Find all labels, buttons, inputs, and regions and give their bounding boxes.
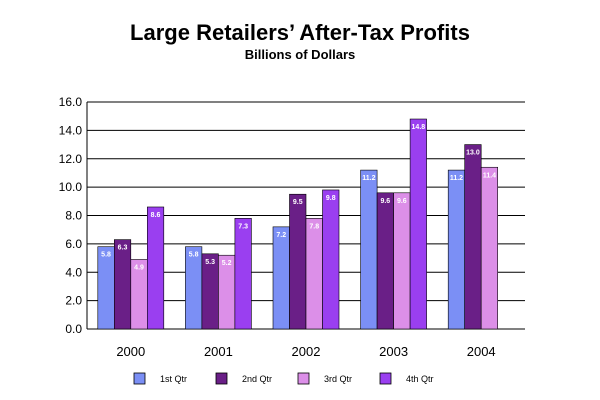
x-tick-label: 2002 — [292, 344, 321, 359]
data-label: 11.4 — [483, 172, 496, 179]
y-tick-label: 10.0 — [59, 180, 83, 194]
data-label: 9.6 — [397, 198, 407, 205]
x-tick-label: 2003 — [379, 344, 408, 359]
data-label: 6.3 — [118, 245, 128, 252]
y-tick-label: 0.0 — [65, 322, 82, 336]
data-label: 9.8 — [326, 195, 336, 202]
bar — [305, 218, 323, 330]
data-label: 7.8 — [309, 223, 319, 230]
legend-swatch — [297, 372, 310, 385]
y-tick-label: 2.0 — [65, 294, 82, 308]
data-label: 4.9 — [134, 264, 144, 271]
bar — [376, 192, 394, 330]
y-tick-label: 6.0 — [65, 237, 82, 251]
legend-label: 2nd Qtr — [242, 374, 272, 384]
legend-label: 3rd Qtr — [324, 374, 352, 384]
data-label: 7.3 — [238, 223, 248, 230]
bar — [114, 239, 132, 330]
data-label: 8.6 — [151, 212, 161, 219]
bar — [185, 246, 203, 330]
x-tick-label: 2004 — [467, 344, 496, 359]
bar — [97, 246, 115, 330]
legend-label: 4th Qtr — [406, 374, 434, 384]
data-label: 13.0 — [466, 150, 480, 157]
legend-swatch — [133, 372, 146, 385]
data-label: 5.3 — [205, 259, 215, 266]
y-tick-label: 8.0 — [65, 209, 82, 223]
bar — [322, 189, 340, 330]
chart-title: Large Retailers’ After-Tax Profits — [130, 20, 470, 45]
data-label: 5.8 — [101, 252, 111, 259]
bar — [360, 169, 378, 330]
x-tick-label: 2001 — [204, 344, 233, 359]
bar — [289, 193, 307, 330]
y-tick-label: 12.0 — [59, 152, 83, 166]
legend-swatch — [379, 372, 392, 385]
data-label: 11.2 — [362, 175, 375, 182]
bar — [234, 218, 252, 330]
bar — [447, 169, 466, 330]
y-tick-label: 4.0 — [65, 265, 82, 279]
y-tick-label: 14.0 — [59, 123, 83, 137]
bar — [409, 118, 427, 330]
legend-label: 1st Qtr — [160, 374, 187, 384]
data-label: 14.8 — [412, 124, 426, 131]
y-tick-label: 16.0 — [59, 95, 83, 109]
bar — [147, 206, 165, 330]
data-label: 7.2 — [276, 232, 286, 239]
bar — [393, 192, 411, 330]
chart-subtitle: Billions of Dollars — [244, 47, 356, 62]
data-label: 9.5 — [293, 199, 303, 206]
data-label: 11.2 — [450, 175, 463, 182]
bar — [480, 166, 499, 330]
legend-swatch — [215, 372, 228, 385]
data-label: 9.6 — [380, 198, 390, 205]
bar — [464, 144, 482, 330]
bar — [272, 226, 290, 330]
data-label: 5.8 — [189, 252, 199, 259]
data-label: 5.2 — [222, 260, 232, 267]
x-tick-label: 2000 — [116, 344, 145, 359]
